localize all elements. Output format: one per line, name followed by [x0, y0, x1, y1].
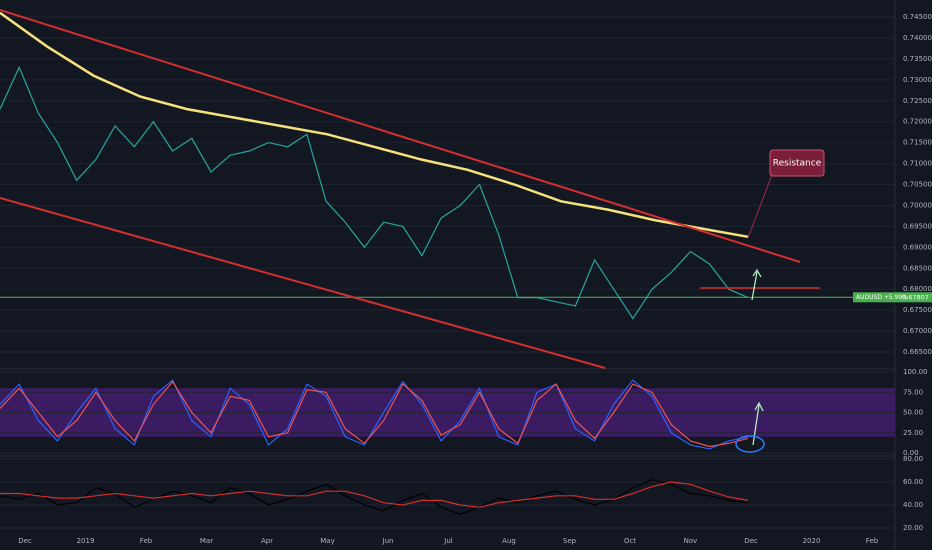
arrow-up — [752, 401, 764, 446]
y-tick-label: 0.68000 — [903, 285, 932, 293]
series-line — [0, 380, 749, 448]
x-tick-label: Aug — [502, 537, 516, 545]
y-tick-label: 0.70000 — [903, 201, 932, 209]
y-tick-label: 50.00 — [903, 409, 923, 417]
price-tag-box — [853, 292, 932, 303]
y-tick-label: 0.74500 — [903, 13, 932, 21]
price-label: AUDUSD +5.99% — [856, 294, 908, 301]
x-tick-label: Sep — [563, 537, 577, 545]
y-tick-label: 0.71000 — [903, 160, 932, 168]
y-tick-label: 0.66500 — [903, 348, 932, 356]
series-line — [0, 479, 749, 515]
y-tick-label: 0.69000 — [903, 243, 932, 251]
y-tick-label: 0.69500 — [903, 222, 932, 230]
x-tick-label: Jun — [382, 537, 394, 545]
y-tick-label: 0.70500 — [903, 181, 932, 189]
y-tick-label: 100.00 — [903, 368, 928, 376]
y-tick-label: 0.73500 — [903, 55, 932, 63]
y-tick-label: 0.72000 — [903, 118, 932, 126]
last-price: 0.67807 — [902, 293, 929, 301]
y-tick-label: 20.00 — [903, 524, 923, 532]
y-tick-label: 0.73000 — [903, 76, 932, 84]
x-tick-label: Dec — [744, 537, 758, 545]
y-tick-label: 0.67500 — [903, 306, 932, 314]
x-tick-label: Feb — [866, 537, 879, 545]
channel-upper — [0, 9, 801, 263]
channel-lower — [0, 197, 606, 369]
y-tick-label: 0.00 — [903, 449, 919, 457]
x-tick-label: Dec — [18, 537, 32, 545]
y-tick-label: 0.72500 — [903, 97, 932, 105]
x-tick-label: Jul — [443, 537, 453, 545]
annotation: Resistance — [773, 159, 822, 169]
x-tick-label: Mar — [200, 537, 213, 545]
series-line — [0, 379, 749, 450]
x-tick-label: Apr — [261, 537, 273, 545]
series-line — [0, 481, 749, 508]
y-tick-label: 0.74000 — [903, 34, 932, 42]
y-tick-label: 60.00 — [903, 478, 923, 486]
x-tick-label: Nov — [684, 537, 698, 545]
y-tick-label: 25.00 — [903, 429, 923, 437]
y-tick-label: 80.00 — [903, 455, 923, 463]
series-line — [0, 65, 749, 320]
y-tick-label: 40.00 — [903, 501, 923, 509]
y-tick-label: 0.67000 — [903, 327, 932, 335]
arrow-up — [751, 268, 762, 301]
highlight-circle — [735, 435, 765, 453]
x-tick-label: May — [320, 537, 334, 545]
annotation-box — [769, 149, 825, 177]
x-tick-label: Oct — [624, 537, 636, 545]
x-tick-label: 2020 — [803, 537, 821, 545]
series-line — [0, 11, 749, 239]
y-tick-label: 0.71500 — [903, 139, 932, 147]
x-tick-label: Feb — [140, 537, 153, 545]
callout-pointer — [747, 171, 774, 239]
x-tick-label: 2019 — [77, 537, 95, 545]
y-tick-label: 75.00 — [903, 388, 923, 396]
y-tick-label: 0.68500 — [903, 264, 932, 272]
